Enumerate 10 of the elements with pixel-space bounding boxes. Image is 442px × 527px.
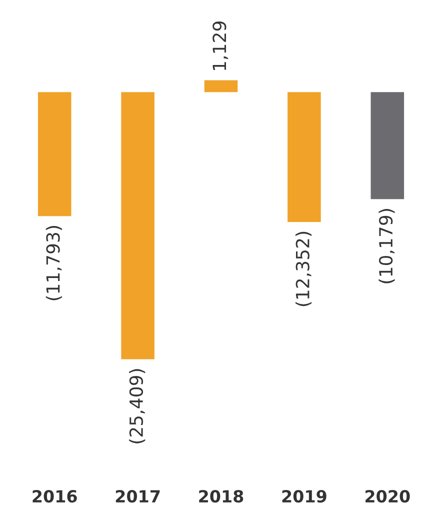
x-tick-label: 2018 — [199, 490, 244, 503]
data-label: (10,179) — [378, 209, 395, 284]
data-label: (11,793) — [46, 226, 62, 300]
data-label: (12,352) — [295, 232, 312, 306]
data-label: 1,129 — [212, 22, 228, 70]
x-tick-label: 2017 — [116, 490, 160, 503]
x-tick-label: 2019 — [282, 490, 326, 503]
x-tick-label: 2016 — [32, 490, 77, 503]
x-tick-label: 2020 — [366, 490, 410, 503]
data-label: (25,409) — [129, 369, 146, 444]
